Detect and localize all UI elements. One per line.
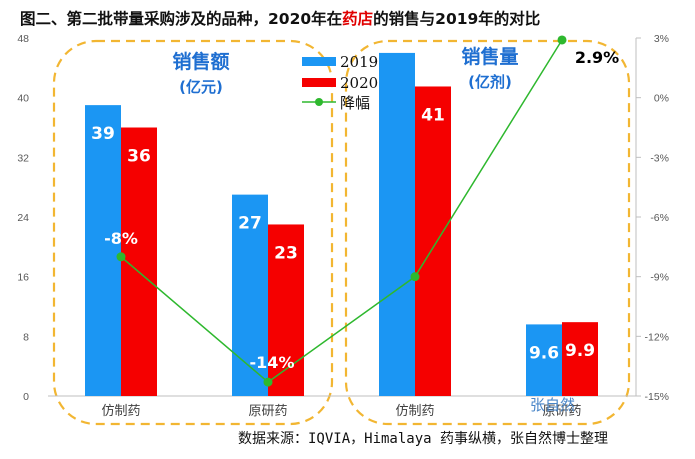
bar-label-2019-0: 39 — [91, 124, 115, 144]
y-right-ticks: 3% 0% -3% -6% -9% -12% -15% — [636, 33, 669, 403]
bar-2019-0 — [85, 105, 121, 396]
y-left-tick-1: 8 — [23, 331, 29, 343]
x-category-labels: 仿制药 原研药 仿制药 原研药 — [101, 404, 581, 419]
decline-point-2 — [410, 272, 420, 282]
panel-title-sales-value: 销售额 — [172, 50, 229, 73]
decline-point-0 — [116, 252, 126, 262]
source-note: 数据来源：IQVIA，Himalaya 药事纵横，张自然博士整理 — [238, 430, 608, 447]
x-category-label-2: 仿制药 — [395, 404, 434, 419]
decline-line — [120, 39, 563, 384]
y-right-tick-3: -6% — [650, 212, 669, 224]
legend-label-2020: 2020 — [340, 74, 378, 92]
decline-point-1 — [263, 377, 273, 387]
bar-label-2019-1: 27 — [238, 214, 262, 234]
y-left-tick-3: 24 — [17, 212, 29, 224]
y-left-ticks: 0 8 16 24 32 40 48 — [17, 33, 29, 403]
y-left-tick-6: 48 — [17, 33, 29, 45]
bar-label-2020-3: 9.9 — [565, 341, 595, 361]
y-right-tick-4: -9% — [650, 272, 669, 284]
legend-marker-decline — [315, 98, 323, 106]
decline-label-0: -8% — [104, 229, 138, 248]
chart-title-part2: 的销售与2019年的对比 — [373, 9, 540, 28]
panel-unit-sales-value: (亿元) — [179, 78, 223, 96]
y-right-tick-5: -12% — [644, 331, 669, 343]
chart-title-part1: 图二、第二批带量采购涉及的品种，2020年在 — [20, 9, 342, 28]
bar-label-2020-0: 36 — [127, 147, 151, 167]
watermark: 张自然 — [530, 396, 575, 414]
legend-swatch-2019 — [302, 57, 336, 66]
chart-title-highlight: 药店 — [342, 9, 373, 28]
bar-2020-2 — [415, 86, 451, 397]
y-left-tick-2: 16 — [17, 272, 29, 284]
y-right-tick-2: -3% — [650, 152, 669, 164]
legend: 2019 2020 降幅 — [302, 53, 378, 112]
x-category-label-3: 原研药 — [542, 404, 581, 419]
y-left-tick-5: 40 — [17, 93, 29, 105]
decline-label-3: 2.9% — [575, 48, 619, 67]
panel-border-sales-value — [52, 39, 334, 426]
legend-label-decline: 降幅 — [340, 94, 370, 112]
y-right-tick-1: 0% — [654, 93, 669, 105]
bar-label-2020-1: 23 — [274, 243, 298, 263]
bar-label-2020-2: 41 — [421, 105, 445, 125]
legend-label-2019: 2019 — [340, 53, 378, 71]
bar-2019-2 — [379, 52, 415, 397]
bars — [85, 52, 598, 397]
bar-2019-1 — [232, 194, 268, 396]
bar-2019-3 — [526, 324, 562, 396]
y-right-tick-6: -15% — [644, 391, 669, 403]
bar-labels: 39 27 9.6 36 23 41 9.9 — [91, 105, 595, 363]
y-right-tick-0: 3% — [654, 33, 669, 45]
x-category-label-0: 仿制药 — [101, 404, 140, 419]
decline-line-series: -8% -14% 2.9% — [104, 35, 619, 387]
decline-label-1: -14% — [250, 353, 295, 372]
legend-swatch-2020 — [302, 78, 336, 87]
y-left-tick-4: 32 — [17, 152, 29, 164]
chart-title: 图二、第二批带量采购涉及的品种，2020年在药店的销售与2019年的对比 — [20, 9, 540, 28]
panel-title-sales-volume: 销售量 — [461, 45, 518, 68]
bar-2020-1 — [268, 224, 304, 396]
bar-2020-3 — [562, 322, 598, 396]
y-left-tick-0: 0 — [23, 391, 29, 403]
panel-unit-sales-volume: (亿剂) — [468, 73, 512, 91]
x-category-label-1: 原研药 — [248, 404, 287, 419]
decline-point-3 — [557, 35, 567, 45]
bar-label-2019-3: 9.6 — [529, 343, 559, 363]
